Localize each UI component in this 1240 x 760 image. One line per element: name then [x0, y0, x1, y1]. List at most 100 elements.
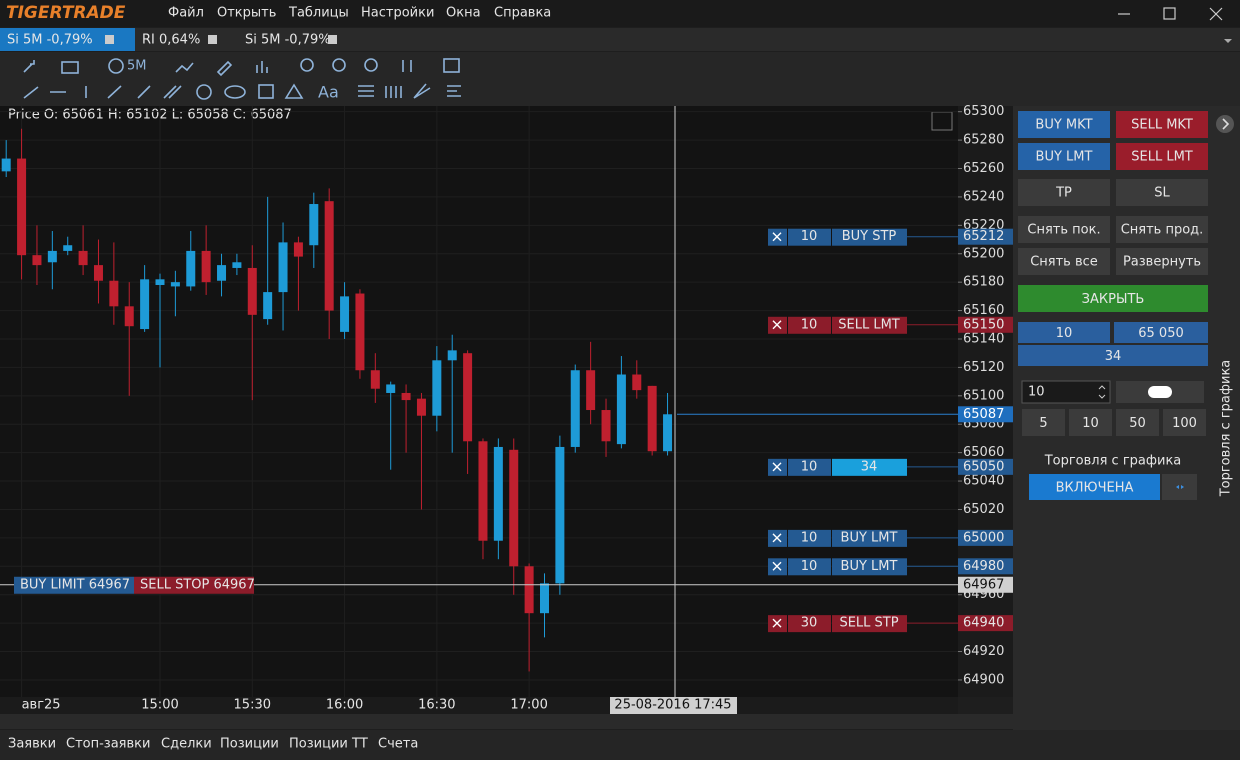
quick-qty[interactable] — [1163, 409, 1206, 436]
candle-body — [432, 360, 442, 416]
cursor-label: SELL STOP 64967 — [140, 577, 255, 592]
active-tab[interactable] — [0, 28, 135, 51]
order-qty-box[interactable] — [788, 615, 831, 633]
menu-item[interactable]: Окна — [446, 6, 481, 21]
order-price-tag — [958, 615, 1013, 632]
menu-item[interactable]: Открыть — [217, 6, 276, 21]
order-qty-box[interactable] — [788, 316, 831, 334]
quick-qty[interactable] — [1116, 409, 1159, 436]
panel-button-label: SELL MKT — [1131, 118, 1193, 133]
qty-input[interactable] — [1021, 380, 1111, 404]
position-field-label: 34 — [1105, 349, 1122, 364]
order-type-box[interactable] — [832, 615, 907, 633]
bottom-tab[interactable]: Заявки — [8, 737, 56, 752]
panel-button[interactable] — [1018, 143, 1110, 170]
close-button[interactable] — [1018, 285, 1208, 312]
panel-button[interactable] — [1116, 111, 1208, 138]
candle-body — [632, 374, 642, 391]
order-type-box[interactable] — [832, 529, 907, 547]
menu-item[interactable]: Справка — [494, 6, 551, 21]
order-price: 65150 — [963, 317, 1004, 332]
quick-qty[interactable] — [1069, 409, 1112, 436]
tab-label[interactable]: Si 5M -0,79% — [7, 33, 93, 48]
y-tick-label: 65280 — [963, 133, 1004, 148]
price-field[interactable] — [1114, 322, 1208, 343]
menu-item[interactable]: Таблицы — [288, 6, 349, 21]
timeframe[interactable]: 5M — [127, 59, 147, 74]
candle-body — [93, 265, 103, 281]
panel-button[interactable] — [1116, 216, 1208, 243]
order-qty: 10 — [801, 229, 818, 244]
order-type: SELL LMT — [838, 317, 900, 332]
bottom-tab[interactable]: Стоп-заявки — [66, 737, 150, 752]
panel-button[interactable] — [1116, 248, 1208, 275]
order-type: 34 — [861, 459, 878, 474]
order-price-tag — [958, 458, 1013, 475]
text-tool[interactable]: Aa — [318, 83, 339, 102]
panel-toggle[interactable] — [1216, 115, 1234, 133]
trading-toggle[interactable] — [1029, 474, 1160, 500]
tab-label[interactable]: Si 5M -0,79% — [245, 33, 331, 48]
panel-button-label: Снять прод. — [1121, 223, 1204, 238]
panel-button-label: Развернуть — [1123, 255, 1201, 270]
tab-dropdown[interactable] — [1224, 39, 1232, 43]
bottom-tab[interactable]: Позиции — [220, 737, 279, 752]
quick-qty-label: 100 — [1172, 416, 1197, 431]
logo: TIGERTRADE — [6, 3, 126, 23]
order-type: BUY LMT — [841, 530, 898, 545]
order-type: BUY LMT — [841, 559, 898, 574]
candle-body — [124, 306, 134, 327]
candle-body — [186, 250, 196, 287]
order-cancel-x — [772, 618, 782, 628]
menu-item[interactable]: Настройки — [361, 6, 434, 21]
qty-field[interactable] — [1018, 322, 1110, 343]
y-tick-label: 65160 — [963, 303, 1004, 318]
quick-qty[interactable] — [1022, 409, 1065, 436]
order-qty-box[interactable] — [788, 458, 831, 476]
menu-item[interactable]: Файл — [168, 6, 204, 21]
x-tick-label: 16:30 — [418, 698, 455, 713]
candle-body — [17, 158, 27, 256]
cursor-label-box[interactable] — [14, 576, 134, 594]
candle-body — [355, 293, 365, 371]
y-tick-label: 65140 — [963, 331, 1004, 346]
panel-button[interactable] — [1018, 216, 1110, 243]
panel-button-label: Снять все — [1030, 255, 1098, 270]
order-cancel-x — [772, 533, 782, 543]
cursor-label-box[interactable] — [134, 576, 254, 594]
order-qty-box[interactable] — [788, 529, 831, 547]
bottom-bar — [0, 730, 1240, 760]
bottom-tab[interactable]: Счета — [378, 737, 418, 752]
order-type-box[interactable] — [832, 458, 907, 476]
order-qty-box[interactable] — [788, 558, 831, 576]
y-tick-label: 65100 — [963, 388, 1004, 403]
x-tick-label: 15:30 — [234, 698, 271, 713]
order-qty-box[interactable] — [788, 228, 831, 246]
tab-label[interactable]: RI 0,64% — [142, 33, 200, 48]
bottom-tab[interactable]: Позиции ТТ — [289, 737, 368, 752]
order-qty: 30 — [801, 616, 818, 631]
crosshair-price: 64967 — [963, 577, 1004, 592]
bottom-tab[interactable]: Сделки — [161, 737, 212, 752]
order-type: SELL STP — [839, 616, 898, 631]
position-field[interactable] — [1018, 345, 1208, 366]
panel-button[interactable] — [1018, 111, 1110, 138]
side-label: Торговля с графика — [1219, 360, 1234, 498]
candle-body — [540, 583, 549, 614]
scrollbar[interactable] — [0, 714, 1013, 729]
y-tick-label: 65180 — [963, 275, 1004, 290]
panel-button[interactable] — [1116, 143, 1208, 170]
toggle-arrow[interactable] — [1162, 474, 1197, 500]
order-type-box[interactable] — [832, 316, 907, 334]
order-type-box[interactable] — [832, 558, 907, 576]
order-type-box[interactable] — [832, 228, 907, 246]
panel-button[interactable] — [1018, 179, 1110, 206]
order-qty: 10 — [801, 317, 818, 332]
panel-button[interactable] — [1018, 248, 1110, 275]
panel-button[interactable] — [1116, 179, 1208, 206]
candle-body — [509, 449, 519, 567]
gamepad-icon — [1148, 386, 1172, 398]
quick-qty-label: 50 — [1129, 416, 1146, 431]
x-tick-label: авг25 — [22, 698, 61, 713]
